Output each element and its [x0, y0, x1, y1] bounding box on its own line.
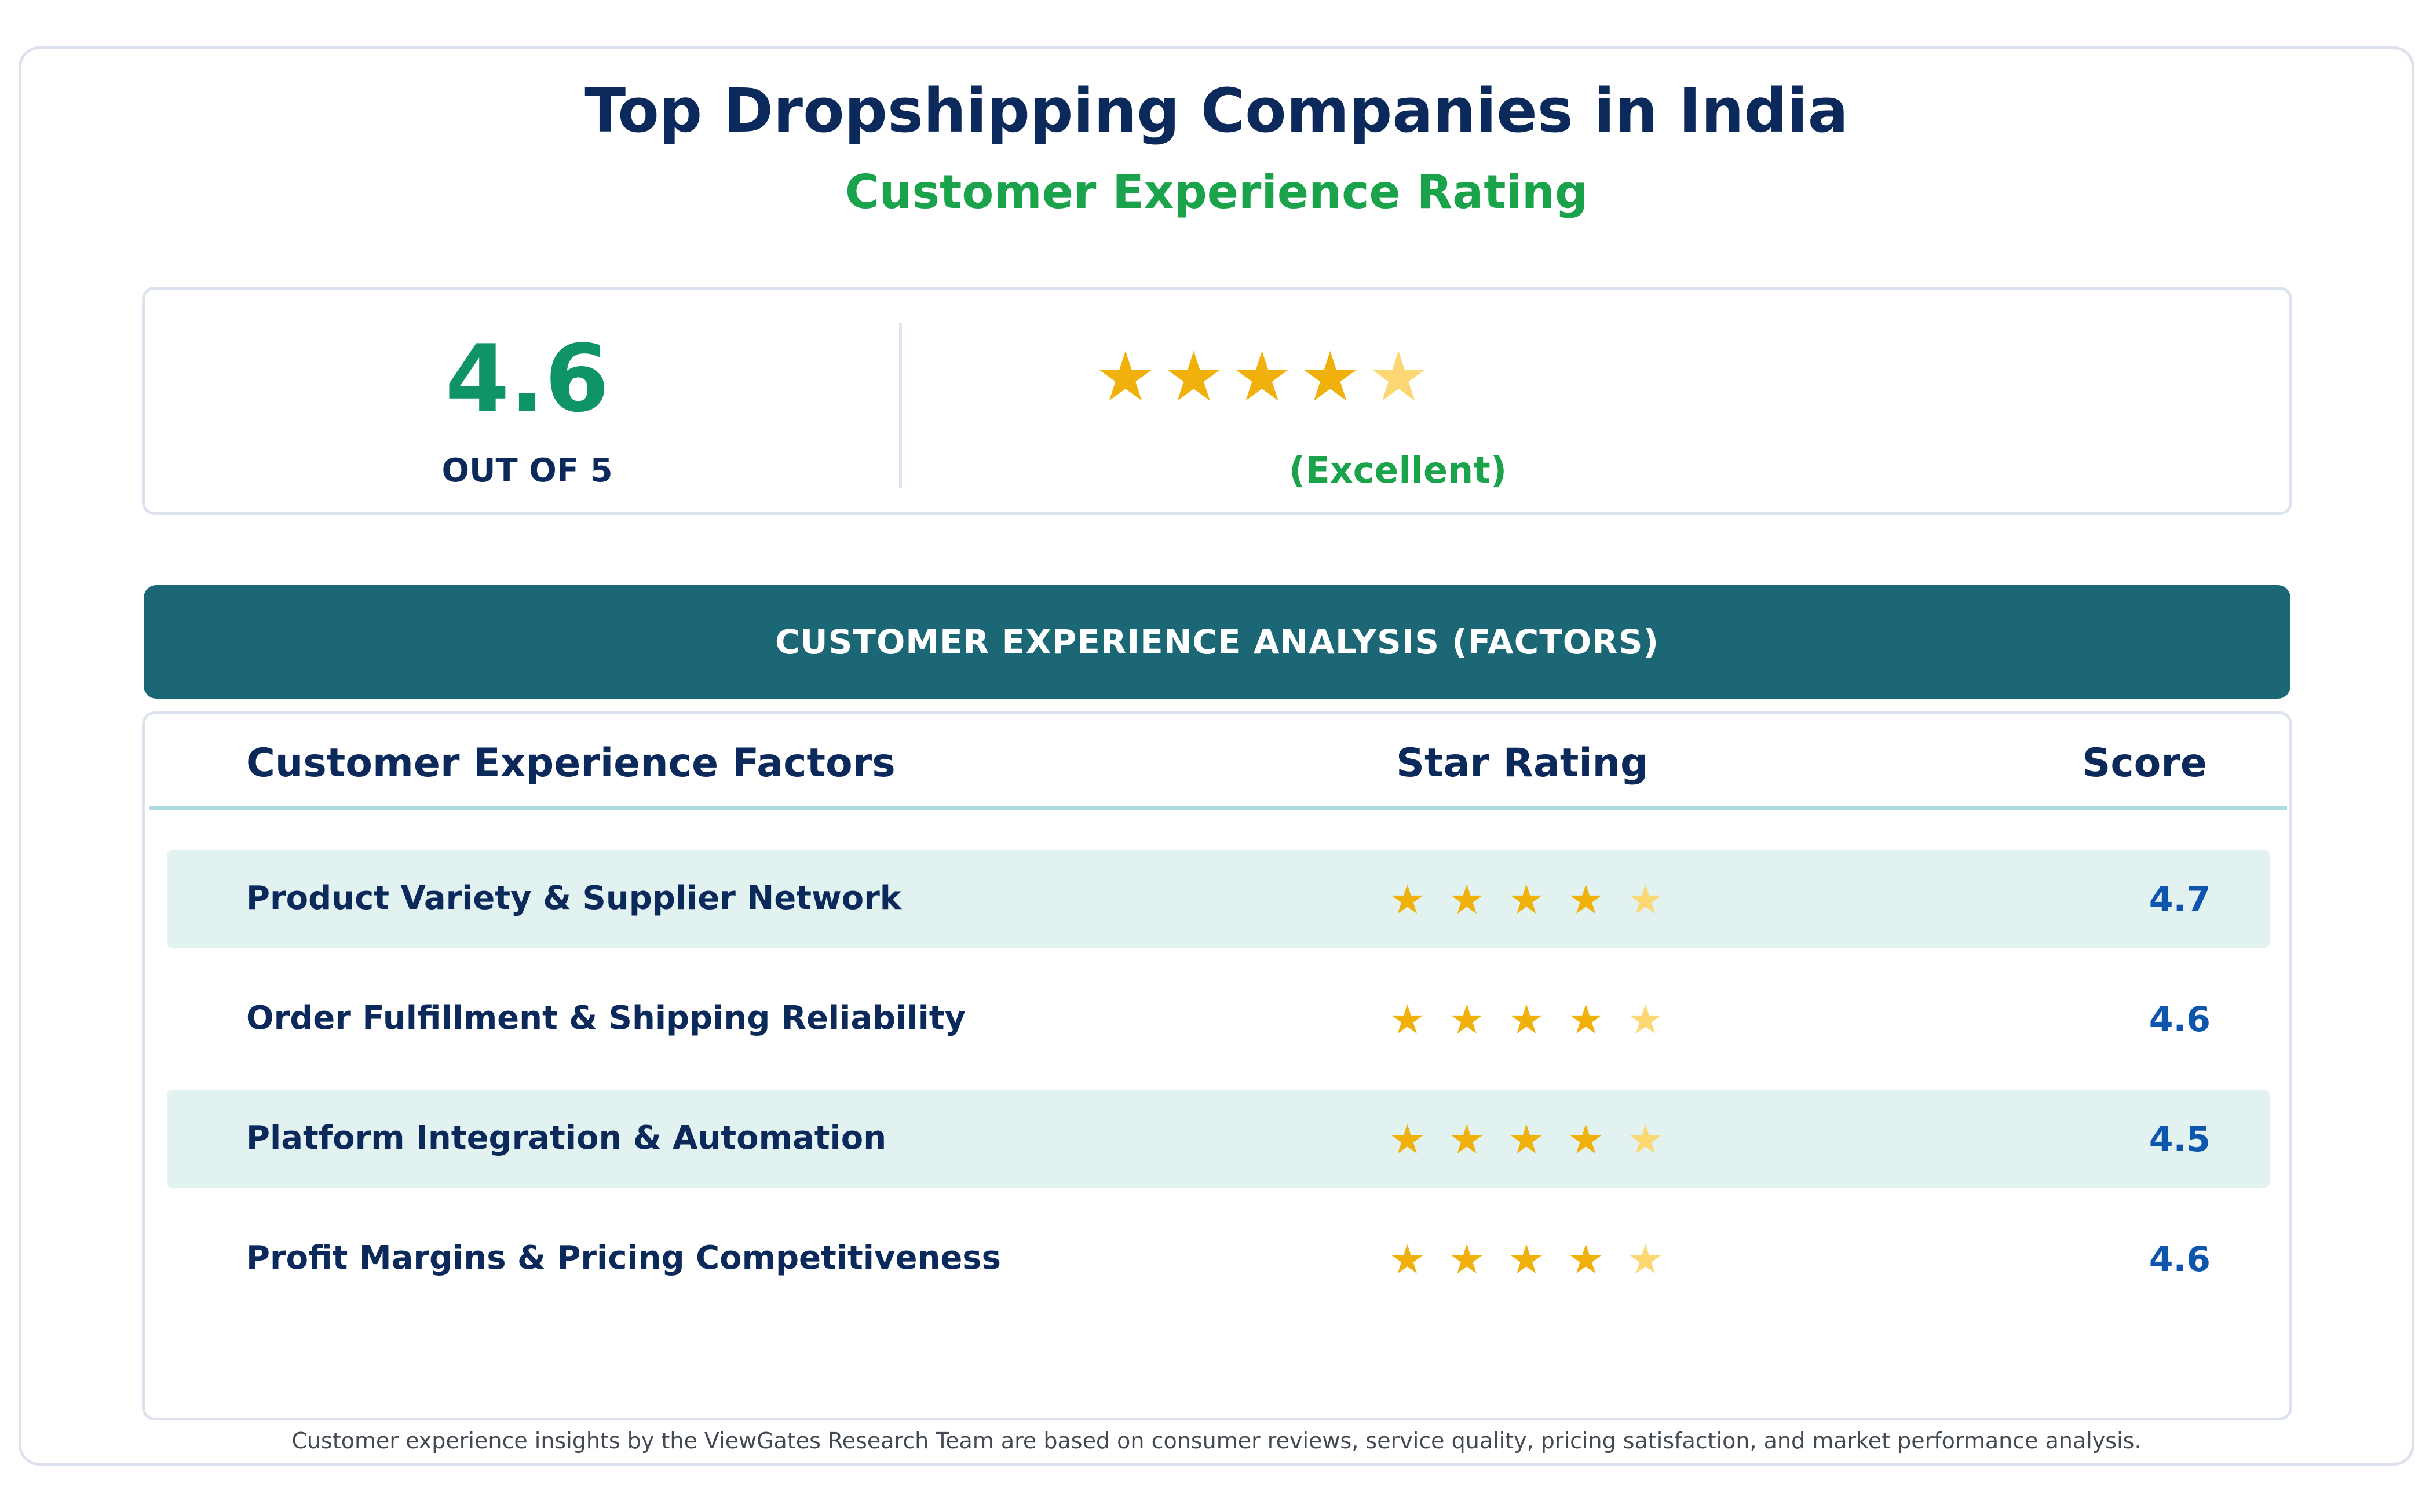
table-row: Profit Margins & Pricing Competitiveness… — [167, 1210, 2270, 1308]
star-icon: ★ — [1627, 876, 1664, 923]
factor-label: Profit Margins & Pricing Competitiveness — [246, 1239, 1001, 1277]
factor-score: 4.6 — [2149, 1239, 2211, 1280]
header-divider — [149, 806, 2287, 810]
star-icon: ★ — [1627, 996, 1664, 1043]
star-icon: ★ — [1389, 1116, 1426, 1163]
star-icon: ★ — [1508, 876, 1545, 923]
star-icon: ★ — [1568, 1236, 1605, 1283]
factor-star-rating: ★ ★ ★ ★ ★ — [1389, 1119, 1664, 1160]
star-icon: ★ — [1448, 996, 1485, 1043]
factor-score: 4.7 — [2149, 879, 2211, 920]
factor-label: Order Fulfillment & Shipping Reliability — [246, 999, 966, 1037]
star-icon: ★ — [1448, 1116, 1485, 1163]
factor-score: 4.6 — [2149, 999, 2211, 1040]
summary-divider — [899, 323, 902, 488]
analysis-banner: CUSTOMER EXPERIENCE ANALYSIS (FACTORS) — [144, 585, 2290, 699]
star-icon: ★ — [1448, 876, 1485, 923]
star-icon: ★ — [1508, 1116, 1545, 1163]
star-icon: ★ — [1508, 1236, 1545, 1283]
star-icon: ★ — [1627, 1116, 1664, 1163]
overall-score: 4.6 — [445, 324, 609, 433]
column-header-score: Score — [2082, 740, 2207, 786]
star-icon: ★ — [1389, 876, 1426, 923]
table-row: Product Variety & Supplier Network ★ ★ ★ ★ ★ 4… — [167, 850, 2270, 948]
star-icon: ★ — [1389, 1236, 1426, 1283]
footnote: Customer experience insights by the View… — [291, 1428, 2142, 1453]
column-header-factor: Customer Experience Factors — [246, 740, 896, 786]
factor-star-rating: ★ ★ ★ ★ ★ — [1389, 1239, 1664, 1280]
table-row: Platform Integration & Automation ★ ★ ★ ★ ★ 4.… — [167, 1090, 2270, 1188]
column-header-star-rating: Star Rating — [1396, 740, 1649, 786]
star-icon: ★ — [1508, 996, 1545, 1043]
star-icon: ★ — [1627, 1236, 1664, 1283]
star-icon: ★ — [1568, 876, 1605, 923]
star-icon: ★ — [1368, 337, 1429, 417]
page-subtitle: Customer Experience Rating — [845, 165, 1588, 219]
factor-star-rating: ★ ★ ★ ★ ★ — [1389, 999, 1664, 1040]
star-icon: ★ — [1389, 996, 1426, 1043]
score-scale-label: OUT OF 5 — [441, 452, 613, 490]
page-title: Top Dropshipping Companies in India — [584, 75, 1849, 146]
star-icon: ★ — [1163, 337, 1225, 417]
factor-label: Product Variety & Supplier Network — [246, 879, 902, 917]
star-icon: ★ — [1448, 1236, 1485, 1283]
factor-label: Platform Integration & Automation — [246, 1119, 887, 1157]
star-icon: ★ — [1568, 996, 1605, 1043]
star-icon: ★ — [1299, 337, 1361, 417]
rating-summary-card: 4.6 OUT OF 5 ★ ★ ★ ★ ★ (Excellent) — [142, 287, 2292, 515]
table-row: Order Fulfillment & Shipping Reliability… — [167, 970, 2270, 1068]
factor-star-rating: ★ ★ ★ ★ ★ — [1389, 879, 1664, 920]
factor-score: 4.5 — [2149, 1119, 2211, 1160]
star-icon: ★ — [1231, 337, 1293, 417]
star-icon: ★ — [1568, 1116, 1605, 1163]
star-icon: ★ — [1095, 337, 1156, 417]
factors-table: Customer Experience Factors Star Rating … — [142, 711, 2292, 1420]
rating-verdict: (Excellent) — [1289, 449, 1507, 491]
overall-star-rating: ★ ★ ★ ★ ★ — [1095, 336, 1429, 417]
table-header: Customer Experience Factors Star Rating … — [145, 714, 2289, 807]
